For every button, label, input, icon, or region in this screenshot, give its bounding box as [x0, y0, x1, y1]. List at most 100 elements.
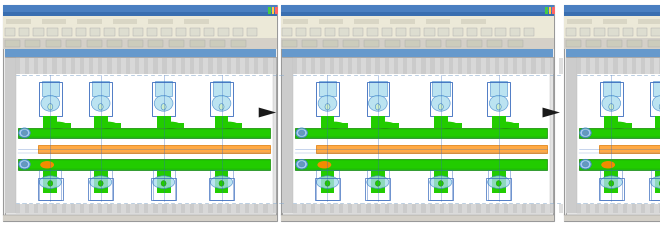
- Bar: [280, 4, 554, 16]
- Bar: [98, 204, 102, 213]
- Bar: [327, 123, 348, 128]
- Ellipse shape: [211, 176, 232, 188]
- Bar: [653, 81, 660, 96]
- Bar: [622, 204, 627, 213]
- Ellipse shape: [317, 161, 331, 169]
- Bar: [3, 38, 277, 49]
- Bar: [16, 58, 20, 74]
- Bar: [595, 204, 599, 213]
- Bar: [148, 40, 164, 47]
- Bar: [510, 29, 520, 36]
- Ellipse shape: [316, 176, 339, 188]
- Bar: [80, 204, 84, 213]
- Bar: [449, 58, 453, 74]
- Bar: [263, 58, 268, 74]
- Bar: [25, 204, 29, 213]
- Polygon shape: [543, 108, 560, 117]
- Ellipse shape: [19, 128, 30, 138]
- Bar: [651, 29, 660, 36]
- Ellipse shape: [659, 104, 660, 110]
- Bar: [104, 29, 115, 36]
- Bar: [486, 178, 512, 200]
- Bar: [76, 29, 86, 36]
- Bar: [504, 204, 508, 213]
- Bar: [190, 29, 200, 36]
- Ellipse shape: [318, 95, 337, 111]
- Bar: [458, 58, 462, 74]
- Bar: [117, 58, 121, 74]
- Bar: [282, 29, 292, 36]
- Ellipse shape: [90, 176, 112, 188]
- Bar: [641, 204, 645, 213]
- Bar: [579, 128, 660, 138]
- Ellipse shape: [376, 104, 380, 110]
- Bar: [5, 57, 276, 215]
- Bar: [559, 58, 563, 74]
- Bar: [499, 123, 519, 128]
- Bar: [320, 58, 325, 74]
- Bar: [426, 40, 441, 47]
- Bar: [280, 26, 554, 38]
- Bar: [25, 40, 40, 47]
- Bar: [434, 116, 447, 128]
- Bar: [50, 123, 71, 128]
- Bar: [263, 204, 268, 213]
- Bar: [329, 58, 334, 74]
- Bar: [89, 58, 93, 74]
- Bar: [152, 170, 175, 200]
- Bar: [71, 58, 75, 74]
- Bar: [5, 58, 16, 214]
- Ellipse shape: [489, 95, 508, 111]
- Bar: [339, 58, 343, 74]
- Bar: [34, 58, 38, 74]
- Bar: [369, 81, 387, 96]
- Bar: [282, 58, 293, 214]
- Bar: [434, 170, 447, 194]
- Bar: [513, 58, 517, 74]
- Ellipse shape: [154, 95, 173, 111]
- Bar: [293, 58, 550, 74]
- Bar: [461, 19, 486, 24]
- Bar: [19, 29, 29, 36]
- Bar: [101, 123, 121, 128]
- Bar: [94, 170, 108, 194]
- Bar: [126, 204, 130, 213]
- Bar: [117, 204, 121, 213]
- Bar: [613, 58, 618, 74]
- Bar: [211, 170, 232, 200]
- Bar: [650, 58, 654, 74]
- Bar: [218, 58, 222, 74]
- Bar: [357, 204, 361, 213]
- Ellipse shape: [212, 95, 231, 111]
- Bar: [144, 58, 148, 74]
- Bar: [492, 170, 506, 194]
- Bar: [599, 145, 660, 153]
- Bar: [367, 82, 389, 116]
- Bar: [600, 82, 622, 116]
- Bar: [531, 204, 536, 213]
- Bar: [38, 178, 63, 200]
- Bar: [320, 204, 325, 213]
- Bar: [92, 81, 110, 96]
- Bar: [144, 204, 148, 213]
- Ellipse shape: [152, 176, 175, 188]
- Bar: [6, 19, 30, 24]
- Ellipse shape: [432, 95, 450, 111]
- Bar: [632, 58, 636, 74]
- Bar: [550, 58, 554, 74]
- Bar: [319, 81, 336, 96]
- Ellipse shape: [496, 104, 501, 110]
- Bar: [46, 40, 61, 47]
- Bar: [77, 19, 102, 24]
- Bar: [38, 145, 270, 153]
- Bar: [385, 204, 389, 213]
- Bar: [90, 29, 100, 36]
- Bar: [367, 170, 389, 200]
- Bar: [302, 204, 306, 213]
- Bar: [632, 204, 636, 213]
- Bar: [16, 58, 273, 213]
- Bar: [172, 204, 176, 213]
- Bar: [467, 204, 471, 213]
- Bar: [3, 4, 277, 220]
- Bar: [43, 58, 48, 74]
